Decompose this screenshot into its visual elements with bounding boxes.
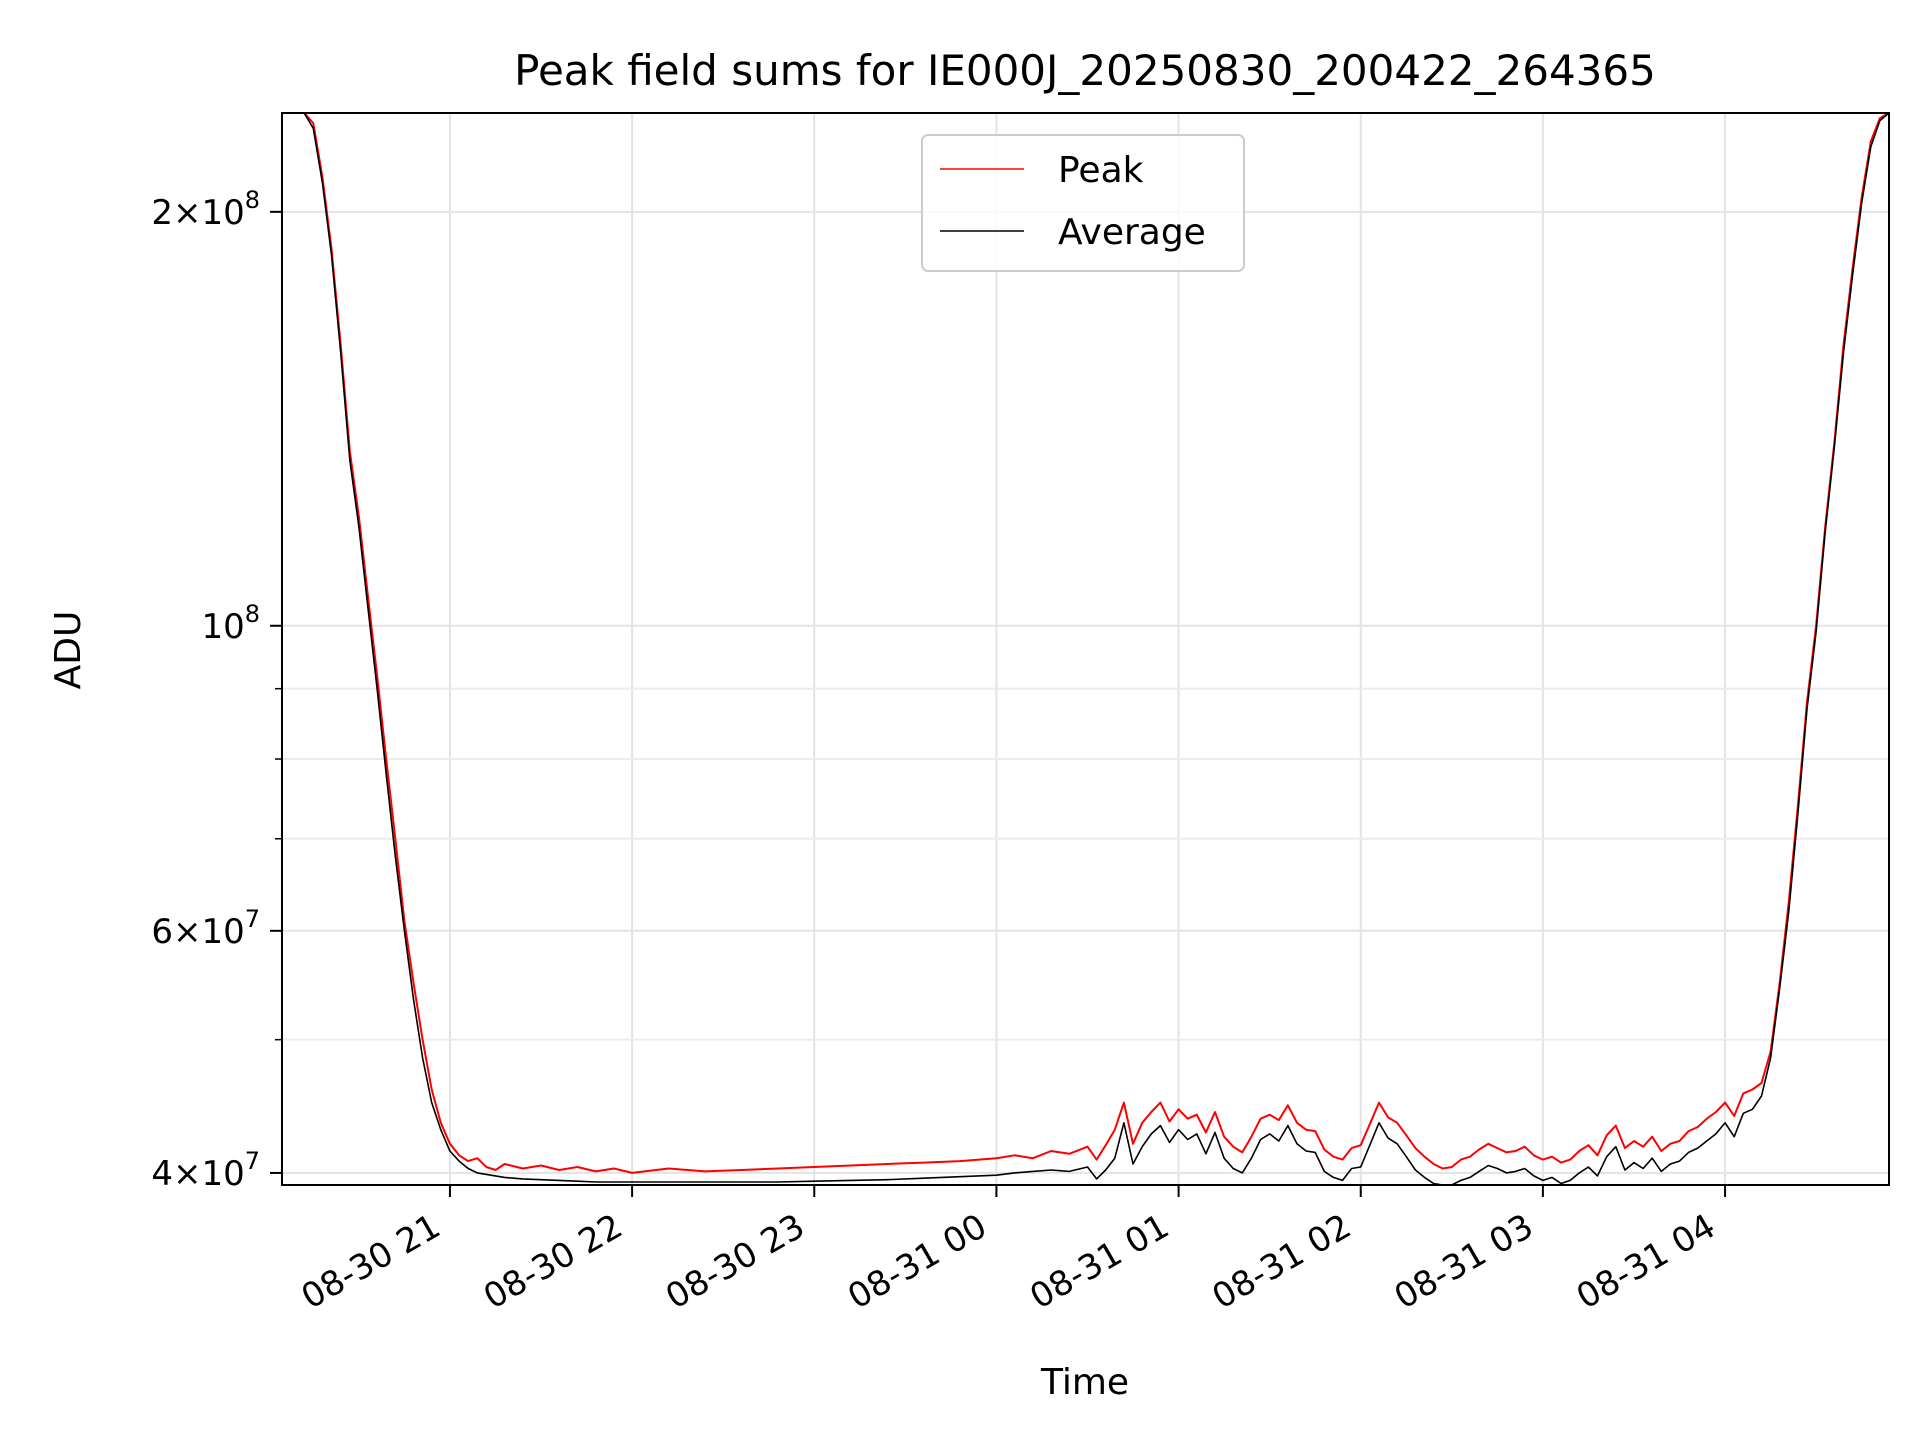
y-tick-label-0: 4×107 (151, 1147, 260, 1194)
legend: Peak Average (921, 134, 1245, 272)
y-axis-label: ADU (48, 611, 89, 690)
legend-peak-label: Peak (1058, 150, 1144, 191)
y-tick-label-1: 6×107 (151, 905, 260, 952)
series-group (282, 112, 1890, 1186)
grid (282, 113, 1889, 1185)
y-tick-label-2: 108 (201, 600, 260, 647)
plot-frame (281, 112, 1890, 1186)
series-line-average (282, 112, 1890, 1186)
legend-average-label: Average (1058, 212, 1206, 253)
y-tick-label-3: 2×108 (151, 186, 260, 233)
chart-title: Peak field sums for IE000J_20250830_2004… (514, 46, 1656, 95)
series-line-peak (282, 112, 1890, 1174)
x-axis-label: Time (1040, 1362, 1129, 1403)
